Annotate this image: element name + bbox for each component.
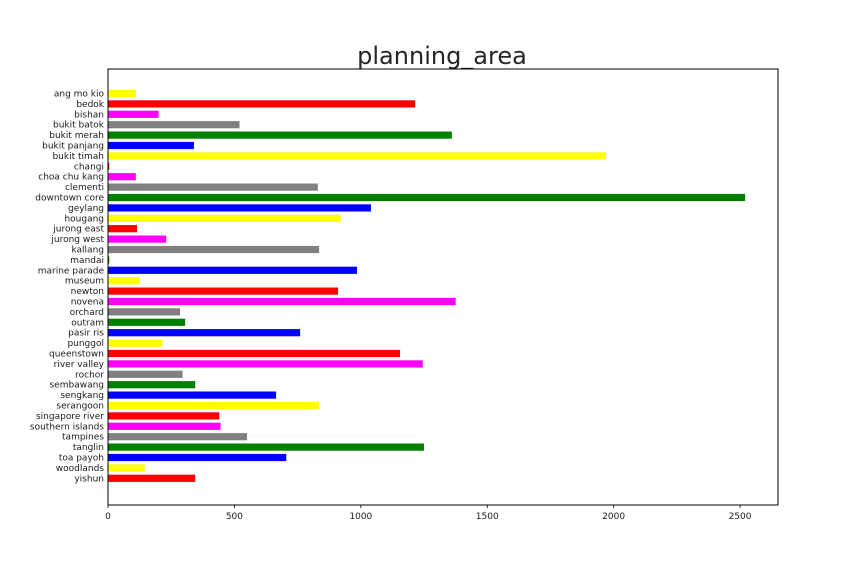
y-tick-label: bukit batok [53, 121, 105, 131]
bar-singapore-river [108, 412, 220, 420]
y-tick-label: jurong west [50, 235, 104, 245]
x-axis-ticks: 0 500 1000 1500 2000 2500 [105, 505, 752, 522]
y-tick-label: bedok [76, 100, 104, 110]
bar-bedok [108, 100, 416, 108]
bar-jurong-west [108, 235, 167, 243]
bar-bukit-batok [108, 121, 240, 129]
bar-serangoon [108, 401, 320, 410]
bar-yishun [108, 474, 196, 482]
y-tick-label: tampines [62, 433, 104, 443]
y-tick-label: mandai [70, 256, 104, 266]
y-tick-label: museum [65, 277, 104, 287]
y-tick-label: novena [71, 298, 104, 308]
y-tick-label: serangoon [56, 402, 104, 412]
y-tick-label: tanglin [73, 443, 104, 453]
bar-rochor [108, 370, 183, 378]
x-tick-label: 2000 [602, 512, 625, 522]
bar-pasir-ris [108, 329, 301, 337]
bar-river-valley [108, 360, 423, 368]
bar-mandai [108, 256, 110, 264]
bar-sengkang [108, 391, 277, 399]
bar-sembawang [108, 381, 196, 389]
y-tick-label: yishun [74, 474, 104, 484]
y-tick-label: sengkang [60, 391, 104, 401]
bar-tampines [108, 433, 248, 441]
plot-area-frame [107, 68, 779, 506]
bar-outram [108, 318, 186, 326]
bar-geylang [108, 204, 371, 212]
y-tick-label: southern islands [30, 422, 104, 432]
bar-bukit-merah [108, 131, 452, 139]
bars-group [108, 89, 746, 482]
y-tick-label: geylang [68, 204, 104, 214]
y-tick-label: jurong east [52, 225, 104, 235]
y-tick-label: changi [74, 162, 104, 172]
bar-tanglin [108, 443, 425, 451]
x-tick-label: 500 [226, 512, 243, 522]
y-tick-label: kallang [71, 246, 104, 256]
y-tick-label: outram [71, 318, 104, 328]
bar-bishan [108, 110, 159, 118]
y-tick-label: river valley [54, 360, 105, 370]
y-tick-label: bukit timah [52, 152, 104, 162]
y-tick-label: bukit panjang [42, 142, 104, 152]
bar-bukit-panjang [108, 141, 194, 150]
bar-clementi [108, 183, 318, 191]
chart-title: planning_area [357, 42, 527, 70]
bar-hougang [108, 214, 341, 222]
y-tick-label: bukit merah [49, 131, 104, 141]
bar-punggol [108, 339, 163, 347]
bar-novena [108, 297, 456, 306]
bar-southern-islands [108, 422, 221, 430]
bar-woodlands [108, 464, 145, 472]
y-tick-label: singapore river [36, 412, 104, 422]
bar-toa-payoh [108, 453, 287, 462]
y-tick-label: orchard [70, 308, 104, 318]
x-tick-label: 2500 [729, 512, 752, 522]
bar-jurong-east [108, 225, 138, 233]
bar-orchard [108, 308, 181, 316]
x-tick-label: 1000 [349, 512, 372, 522]
y-tick-label: downtown core [35, 194, 104, 204]
y-tick-label: pasir ris [68, 329, 104, 339]
bar-marine-parade [108, 266, 358, 274]
y-tick-label: ang mo kio [54, 90, 105, 100]
y-tick-label: sembawang [49, 381, 104, 391]
bar-kallang [108, 245, 320, 254]
y-tick-label: hougang [64, 214, 104, 224]
y-tick-label: toa payoh [59, 454, 104, 464]
y-tick-label: clementi [65, 183, 104, 193]
y-tick-label: woodlands [56, 464, 105, 474]
y-tick-label: punggol [67, 339, 104, 349]
bar-downtown-core [108, 193, 746, 202]
bar-changi [108, 162, 110, 170]
bar-bukit-timah [108, 152, 607, 160]
y-tick-label: marine parade [38, 266, 105, 276]
x-tick-label: 0 [105, 512, 111, 522]
bar-ang-mo-kio [108, 89, 136, 98]
bar-newton [108, 287, 339, 295]
x-tick-label: 1500 [476, 512, 499, 522]
y-tick-label: queenstown [49, 350, 104, 360]
y-tick-label: newton [71, 287, 104, 297]
bar-museum [108, 277, 140, 285]
bar-choa-chu-kang [108, 173, 136, 181]
y-tick-label: bishan [74, 110, 104, 120]
y-tick-label: choa chu kang [38, 173, 104, 183]
bar-queenstown [108, 349, 401, 358]
y-tick-label: rochor [75, 370, 104, 380]
